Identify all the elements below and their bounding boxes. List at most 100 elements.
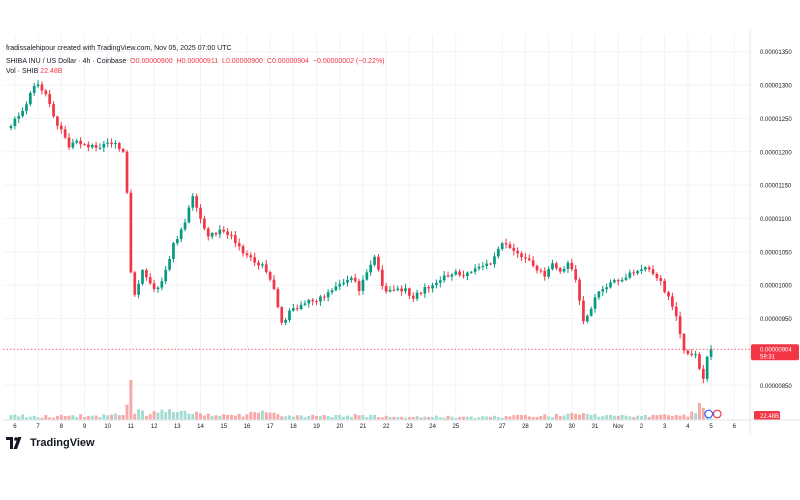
- candle: [535, 264, 539, 274]
- candle: [597, 290, 601, 300]
- candle-body: [342, 282, 345, 284]
- candle-body: [686, 350, 690, 354]
- volume-bar: [392, 416, 396, 420]
- candle: [276, 287, 280, 309]
- volume-bar: [659, 414, 663, 420]
- candle: [531, 256, 535, 268]
- volume-bar: [523, 414, 527, 420]
- x-tick-label: 20: [336, 424, 343, 430]
- candle-body: [172, 243, 175, 260]
- volume-bar: [245, 414, 249, 420]
- candle-body: [415, 292, 419, 299]
- candle-body: [322, 296, 326, 298]
- volume-bar: [40, 417, 44, 420]
- x-tick-label: 2: [640, 424, 644, 430]
- candle: [469, 271, 473, 274]
- candle-body: [705, 356, 709, 379]
- candle-body: [566, 262, 570, 269]
- candle: [458, 269, 462, 278]
- candle-body: [272, 279, 276, 290]
- candle: [396, 285, 400, 292]
- volume-bar: [148, 414, 152, 420]
- candle: [427, 285, 431, 293]
- candle: [291, 303, 295, 312]
- candle: [261, 262, 264, 269]
- candle-body: [106, 142, 110, 144]
- candle-body: [195, 196, 199, 208]
- candle: [613, 278, 616, 284]
- candle: [226, 227, 229, 239]
- candle: [655, 272, 659, 281]
- candle: [133, 270, 137, 297]
- candle-body: [535, 265, 539, 271]
- symbol-legend[interactable]: SHIBA INU / US Dollar · 4h · Coinbase O0…: [6, 57, 606, 67]
- candle-body: [589, 308, 593, 316]
- candle: [384, 282, 388, 294]
- candle-body: [636, 270, 639, 274]
- candle: [400, 285, 403, 296]
- candle-body: [582, 300, 585, 322]
- candle: [32, 82, 36, 96]
- volume-bar: [458, 416, 462, 420]
- candle-body: [288, 310, 291, 321]
- volume-bar: [299, 415, 303, 420]
- candle-body: [326, 292, 330, 298]
- candle: [44, 88, 48, 97]
- volume-bar: [315, 415, 319, 420]
- candle: [237, 238, 241, 251]
- candle-body: [307, 299, 311, 304]
- candle: [454, 269, 458, 276]
- volume-bar: [609, 414, 612, 420]
- candle: [481, 261, 485, 271]
- candle: [554, 261, 558, 271]
- candle-body: [79, 140, 82, 145]
- candle-body: [442, 275, 446, 281]
- attribution-text: fradissalehipour created with TradingVie…: [6, 45, 232, 52]
- volume-bar: [210, 416, 214, 420]
- candle-body: [264, 264, 268, 273]
- candle-body: [574, 269, 578, 280]
- volume-legend[interactable]: Vol · SHIB 22.48B: [6, 67, 606, 77]
- ohlc-low: L0.00000900: [222, 58, 263, 65]
- candle: [172, 241, 175, 263]
- candle-body: [400, 288, 403, 292]
- candle-body: [125, 151, 129, 193]
- candle-body: [524, 257, 527, 259]
- volume-label: Vol · SHIB: [6, 68, 39, 75]
- candle-body: [13, 118, 17, 127]
- candle: [543, 267, 547, 281]
- volume-bar: [678, 415, 682, 420]
- candle-body: [527, 258, 531, 261]
- candle-body: [121, 148, 125, 152]
- candle: [241, 244, 245, 257]
- volume-bar: [121, 415, 125, 420]
- candle-body: [431, 285, 434, 289]
- volume-bar: [117, 415, 121, 420]
- volume-bar: [141, 410, 144, 420]
- candle: [75, 138, 79, 145]
- candle: [307, 299, 311, 308]
- candle: [98, 143, 102, 151]
- volume-bar: [628, 416, 632, 420]
- candle: [272, 275, 276, 291]
- candle-body: [547, 269, 550, 277]
- candle: [651, 265, 655, 276]
- candle: [504, 238, 508, 249]
- candle: [206, 226, 210, 241]
- candle: [628, 269, 632, 280]
- candle: [462, 270, 465, 279]
- candle: [620, 277, 624, 283]
- volume-bar: [496, 417, 500, 420]
- candle-body: [554, 263, 558, 269]
- candle: [311, 298, 315, 306]
- volume-bar: [647, 416, 651, 420]
- candle-body: [28, 92, 32, 105]
- volume-bar: [229, 414, 233, 420]
- candle: [59, 122, 63, 134]
- tradingview-brand[interactable]: TradingView: [6, 437, 95, 449]
- candle-body: [276, 289, 280, 308]
- volume-bar: [485, 416, 489, 420]
- candle: [71, 138, 75, 150]
- volume-bar: [272, 412, 276, 420]
